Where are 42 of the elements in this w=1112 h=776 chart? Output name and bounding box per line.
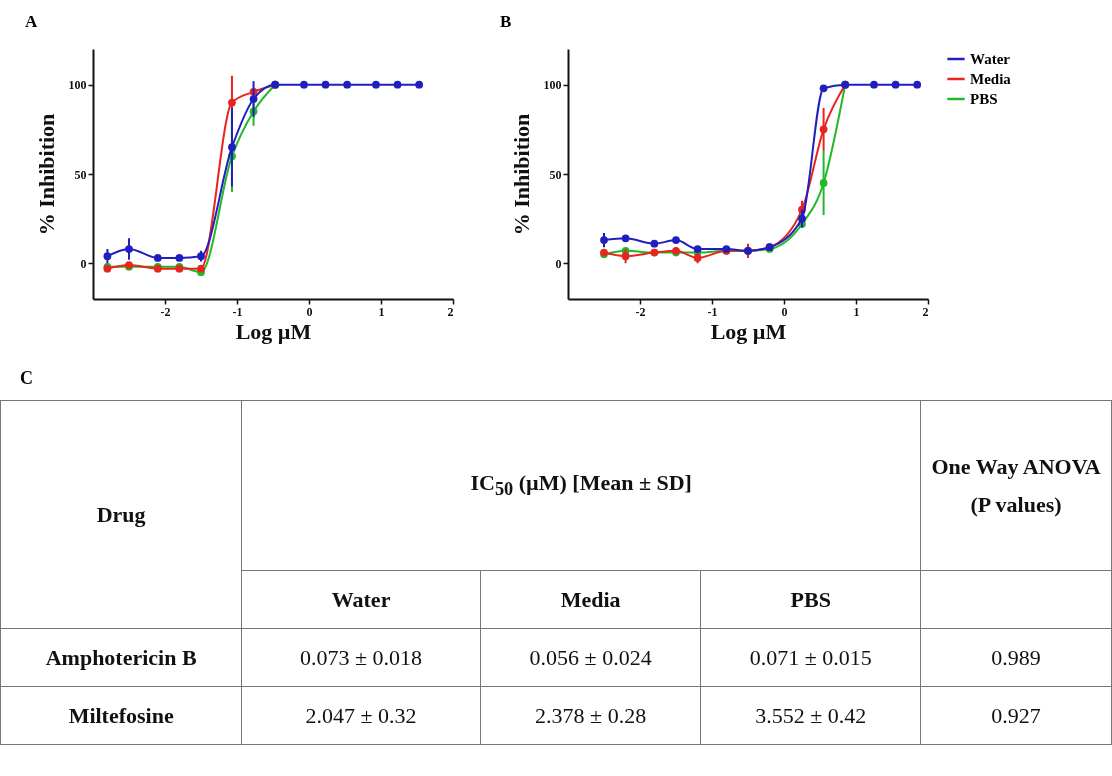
text: Miltefosine bbox=[0, 686, 242, 745]
text: 0.056 ± 0.024 bbox=[480, 628, 701, 687]
x-tick-label: -2 bbox=[635, 304, 646, 319]
text: PBS bbox=[700, 570, 921, 629]
x-tick-label: 1 bbox=[853, 304, 860, 319]
text: 0.073 ± 0.018 bbox=[241, 628, 481, 687]
y-axis-title: % Inhibition bbox=[33, 113, 59, 236]
x-tick-label: 2 bbox=[447, 304, 454, 319]
text: Water bbox=[241, 570, 481, 629]
x-tick-label: -1 bbox=[707, 304, 718, 319]
x-tick-label: 0 bbox=[306, 304, 313, 319]
chart-title: A bbox=[25, 12, 38, 31]
x-tick-label: 1 bbox=[378, 304, 385, 319]
text: One Way ANOVA (P values) bbox=[920, 400, 1112, 571]
legend-label: Water bbox=[970, 51, 1011, 67]
text: C bbox=[20, 368, 33, 389]
text: 0.071 ± 0.015 bbox=[700, 628, 921, 687]
x-axis-title: Log µM bbox=[710, 318, 787, 344]
x-tick-label: 0 bbox=[781, 304, 788, 319]
y-tick-label: 0 bbox=[555, 256, 562, 271]
x-tick-label: -1 bbox=[232, 304, 243, 319]
legend-label: Media bbox=[970, 71, 1012, 87]
y-tick-label: 50 bbox=[549, 167, 562, 182]
chart-title: B bbox=[500, 12, 512, 31]
y-axis-title: % Inhibition bbox=[508, 113, 534, 236]
text: 3.552 ± 0.42 bbox=[700, 686, 921, 745]
x-tick-label: 2 bbox=[922, 304, 929, 319]
text: 2.378 ± 0.28 bbox=[480, 686, 701, 745]
text: Drug bbox=[0, 400, 242, 629]
text: 0.989 bbox=[920, 628, 1112, 687]
legend-label: PBS bbox=[970, 91, 998, 107]
y-tick-label: 50 bbox=[74, 167, 87, 182]
text: 0.927 bbox=[920, 686, 1112, 745]
y-tick-label: 0 bbox=[80, 256, 87, 271]
text: Amphotericin B bbox=[0, 628, 242, 687]
text: 2.047 ± 0.32 bbox=[241, 686, 481, 745]
y-tick-label: 100 bbox=[68, 78, 87, 93]
x-tick-label: -2 bbox=[160, 304, 171, 319]
y-tick-label: 100 bbox=[543, 78, 562, 93]
x-axis-title: Log µM bbox=[235, 318, 312, 344]
text: Media bbox=[480, 570, 701, 629]
text: IC$_{50}$ (µM) [Mean ± SD] bbox=[241, 400, 921, 571]
